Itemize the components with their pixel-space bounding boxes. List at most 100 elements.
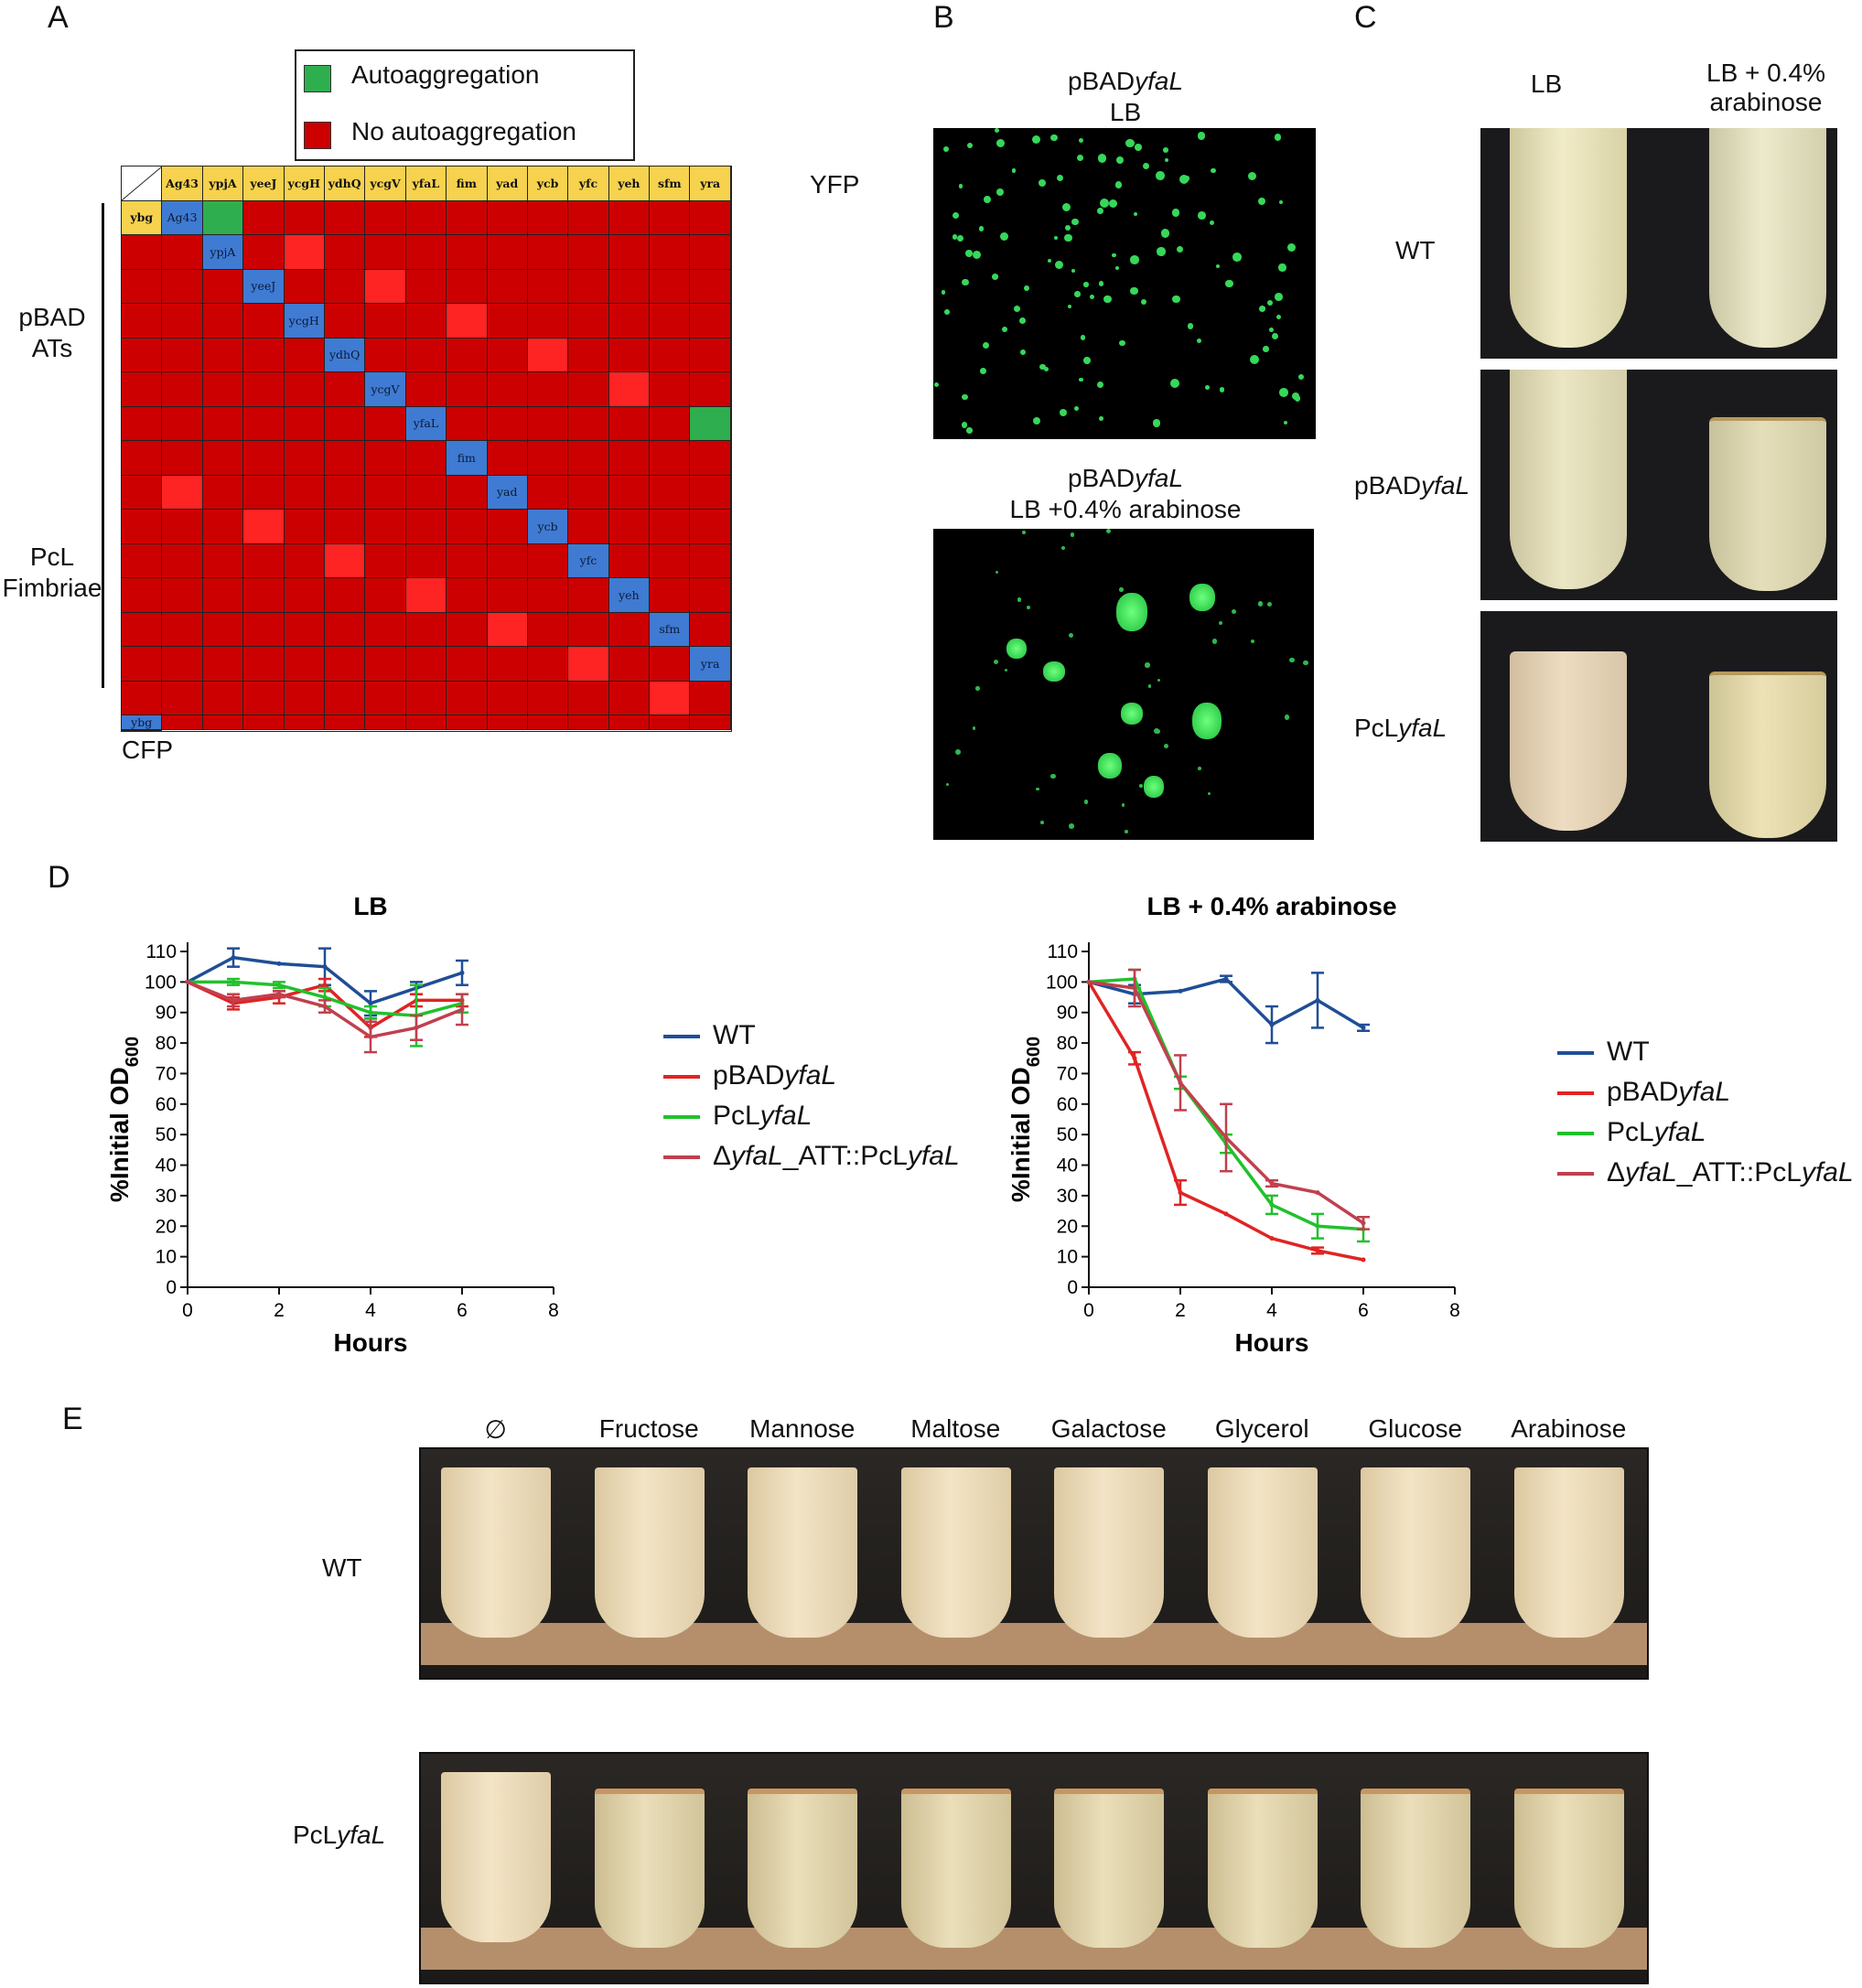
culture-tube-1 — [594, 1467, 705, 1638]
matrix-cell-fim-yad — [202, 475, 244, 510]
bacterium-dot — [952, 234, 958, 240]
micro-top-medium: LB — [1109, 98, 1142, 126]
matrix-cell-yeej-yfal — [527, 269, 569, 304]
data-point — [276, 961, 282, 966]
bacterium-dot — [1083, 799, 1089, 804]
bacterium-dot — [1302, 660, 1308, 666]
data-point — [276, 992, 282, 997]
matrix-cell-yeej-yeej — [365, 269, 406, 304]
series-line-3 — [1088, 980, 1364, 1225]
matrix-cell-sfm-ybg — [650, 647, 691, 682]
x-tick-label: 0 — [1083, 1300, 1094, 1321]
bacterium-dot — [1279, 387, 1288, 397]
matrix-cell-yfc-yeh — [447, 578, 488, 613]
matrix-cell-ycb-yra — [487, 543, 528, 578]
row-header-yeh: yeh — [608, 578, 651, 613]
bacterium-dot — [1114, 266, 1119, 271]
bacterium-dot — [1156, 171, 1165, 180]
bacterium-dot — [1157, 678, 1161, 682]
legend-text-suffix: _ATT::PcL — [782, 1141, 908, 1171]
bacterium-dot — [1250, 354, 1260, 364]
matrix-cell-yfc-sfm — [487, 578, 528, 613]
bacterium-dot — [1056, 174, 1064, 181]
matrix-cell-yfal-ycgv — [650, 406, 691, 441]
bacterium-dot — [944, 309, 950, 315]
matrix-cell-yeh-ycgh — [162, 612, 203, 647]
matrix-cell-ycgv-sfm — [284, 406, 325, 441]
bacterium-dot — [1103, 295, 1112, 304]
rack-pclyfal-ital: yfaL — [337, 1821, 386, 1849]
matrix-cell-yad-yeej — [608, 475, 651, 510]
bacterium-dot — [1172, 295, 1180, 304]
row-wt-label: WT — [1395, 236, 1436, 264]
legend-text-italic: yfaL — [1678, 1077, 1731, 1107]
legend-text-italic: yfaL — [1625, 1157, 1677, 1187]
y-tick-label: 110 — [146, 941, 177, 962]
legend-swatch — [663, 1115, 700, 1120]
y-tick-label: 80 — [1057, 1033, 1078, 1054]
matrix-cell-yfal-yad — [162, 441, 203, 476]
matrix-cell-ydhq-ydhq — [527, 338, 569, 372]
matrix-cell-ag43-fim — [487, 200, 528, 235]
matrix-cell-ag43-sfm — [690, 200, 731, 235]
bacterium-dot — [1163, 146, 1168, 153]
y-tick-label: 40 — [156, 1155, 177, 1177]
matrix-cell-yeh-ybg — [608, 612, 651, 647]
data-point — [1178, 1190, 1183, 1196]
bacterium-dot — [1187, 323, 1194, 329]
matrix-cell-yfc-ycgv — [202, 578, 244, 613]
bacterium-dot — [995, 128, 999, 134]
bacterium-dot — [934, 381, 940, 387]
matrix-cell-ydhq-ag43 — [365, 338, 406, 372]
fimbriae-label: Fimbriae — [2, 574, 102, 602]
y-tick-label: 0 — [1067, 1277, 1078, 1298]
sugar-label-1: Fructose — [598, 1414, 699, 1443]
matrix-cell-yra-fim — [405, 681, 447, 715]
matrix-cell-ag43-yfc — [608, 200, 651, 235]
matrix-cell-ycgh-yfc — [122, 338, 163, 372]
matrix-cell-ycgv-yad — [122, 406, 163, 441]
col-arabinose-label: LB + 0.4% arabinose — [1665, 59, 1862, 117]
matrix-cell-yad-ycgh — [650, 475, 691, 510]
micrograph-top-title: pBADyfaL LB — [933, 66, 1318, 128]
bacterium-dot — [982, 341, 990, 349]
matrix-cell-ydhq-yeej — [447, 338, 488, 372]
matrix-corner — [122, 167, 163, 201]
matrix-cell-yfal-yeej — [527, 406, 569, 441]
bacterium-dot — [1031, 135, 1041, 145]
matrix-cell-ycb-yfc — [365, 543, 406, 578]
matrix-cell-ypja-yra — [162, 269, 203, 304]
tube-photo-wt — [1480, 128, 1837, 359]
autoaggregation-matrix: Ag43 ypjA yeeJ ycgH ydhQ ycgV yfaL fim yad ycb yfc… — [121, 166, 732, 732]
legend-text: Δ — [1607, 1157, 1626, 1187]
matrix-cell-ycb-fim — [243, 543, 285, 578]
tube-rack-wt — [419, 1447, 1649, 1680]
chart-lb: LB 0 10 20 30 40 50 60 70 80 90 100 110 0 2 4 6 8 Hours %In… — [105, 892, 559, 1357]
pbad-label: pBAD — [18, 303, 86, 331]
matrix-cell-ycgh-sfm — [202, 338, 244, 372]
matrix-cell-yeej-ag43 — [284, 269, 325, 304]
matrix-cell-yad-ag43 — [527, 475, 569, 510]
matrix-cell-yfal-ag43 — [447, 406, 488, 441]
bacterium-dot — [1097, 381, 1103, 388]
matrix-cell-ypja-ypja — [284, 235, 325, 270]
bacterium-dot — [1002, 326, 1008, 333]
col-header-yeh: yeh — [608, 167, 651, 201]
matrix-cell-yra-ycb — [487, 681, 528, 715]
data-point — [1269, 1236, 1275, 1241]
tube-rack-pclyfal — [419, 1752, 1649, 1984]
bacterium-dot — [957, 235, 964, 242]
aggregate-clump — [1098, 753, 1122, 779]
rack-base — [421, 1928, 1647, 1970]
bacterium-dot — [1040, 820, 1044, 824]
bacterium-dot — [1170, 378, 1180, 388]
bacterium-dot — [1197, 211, 1206, 220]
matrix-cell-ydhq-yeh — [202, 372, 244, 407]
data-point — [1223, 976, 1229, 982]
legend-autoaggregation-label: Autoaggregation — [351, 60, 540, 89]
legend-text-italic: yfaL — [731, 1141, 783, 1171]
matrix-cell-sfm-ypja — [122, 647, 163, 682]
bacterium-dot — [1073, 291, 1081, 297]
chart-lb-arabinose: LB + 0.4% arabinose010203040506070809010… — [1006, 892, 1460, 1357]
aggregate-clump — [1121, 703, 1143, 725]
